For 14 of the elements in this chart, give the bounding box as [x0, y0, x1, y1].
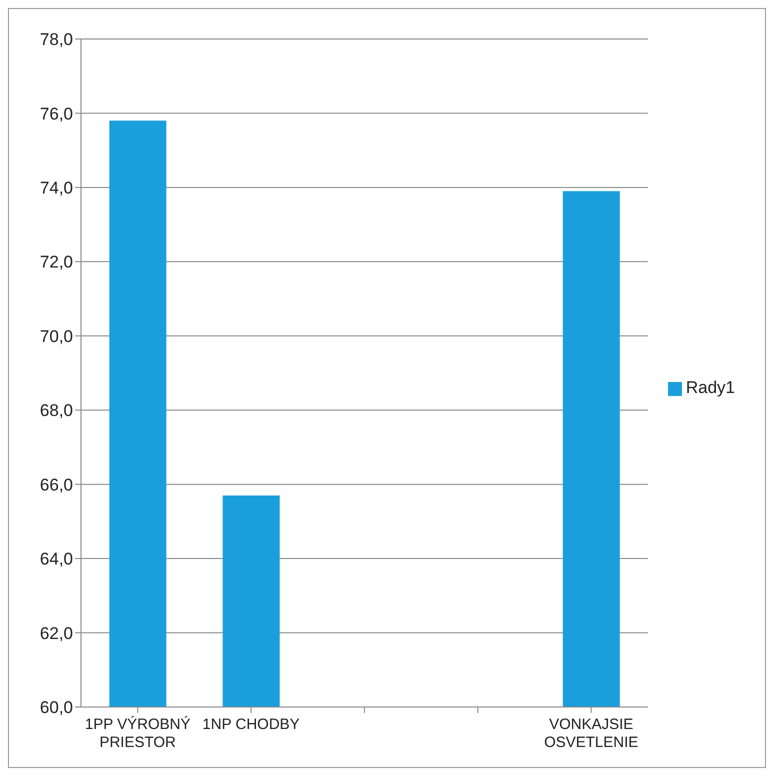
- y-tick-label: 60,0: [40, 698, 73, 718]
- y-tick-label: 70,0: [40, 326, 73, 346]
- legend-label: Rady1: [686, 378, 735, 397]
- x-tick-label: 1NP CHODBY: [202, 716, 300, 733]
- x-tick-label: VONKAJSIE OSVETLENIE: [544, 716, 638, 751]
- y-tick-label: 74,0: [40, 178, 73, 198]
- y-tick-label: 68,0: [40, 401, 73, 420]
- x-tick-label: 1PP VÝROBNÝ PRIESTOR: [84, 715, 190, 751]
- y-tick-label: 66,0: [40, 475, 73, 494]
- y-tick-label: 62,0: [40, 624, 73, 643]
- y-tick-label: 64,0: [40, 550, 73, 569]
- y-tick-label: 72,0: [40, 252, 73, 272]
- y-tick-label: 78,0: [40, 30, 73, 50]
- y-tick-label: 76,0: [40, 104, 73, 124]
